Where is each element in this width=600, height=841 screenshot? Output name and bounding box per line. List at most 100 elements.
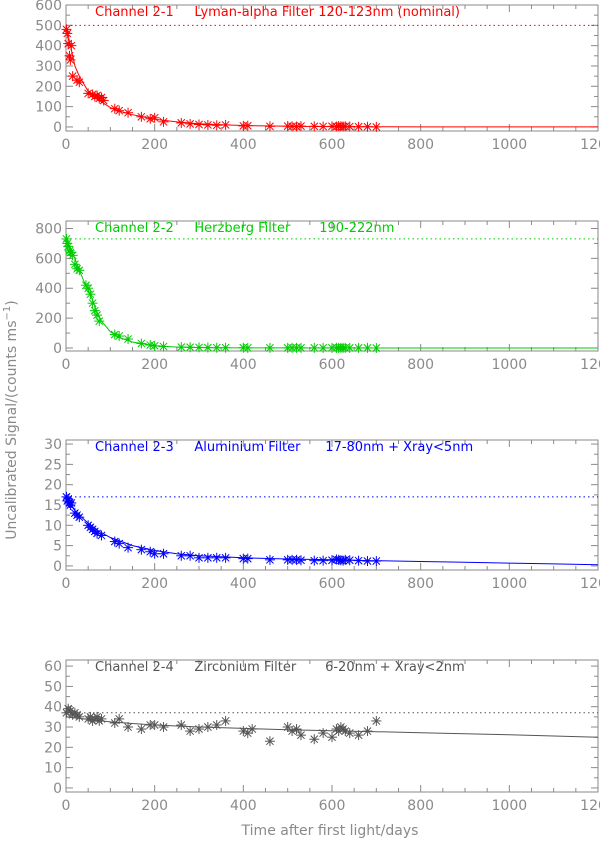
plot-frame — [65, 659, 599, 793]
y-tick-label: 5 — [53, 539, 62, 555]
data-point — [318, 555, 329, 566]
chart-panel-4: 0 200 400 600 800 1000 1200 0 10 20 30 40 50 60 Channe… — [44, 659, 600, 814]
y-tick-label: 10 — [44, 761, 62, 777]
data-point — [247, 724, 258, 735]
data-point — [114, 713, 125, 724]
data-point — [318, 121, 329, 132]
data-point — [158, 722, 169, 733]
y-axis-title-superscript: −1 — [2, 306, 13, 321]
data-point — [114, 105, 125, 116]
chart-panel-3: 0 200 400 600 800 1000 1200 0 5 10 15 20 25 30 Channel… — [44, 437, 600, 592]
data-point — [185, 550, 196, 561]
data-point — [318, 342, 329, 353]
x-tick-label: 0 — [62, 576, 71, 592]
x-tick-label: 200 — [141, 576, 168, 592]
y-tick-label: 0 — [53, 781, 62, 797]
y-tick-label: 50 — [44, 679, 62, 695]
data-point — [264, 121, 275, 132]
data-point — [66, 497, 77, 508]
data-point — [309, 342, 320, 353]
x-tick-label: 600 — [319, 357, 346, 373]
y-tick-label: 600 — [35, 251, 62, 267]
data-point — [185, 342, 196, 353]
y-tick-label: 30 — [44, 720, 62, 736]
y-tick-label: 15 — [44, 498, 62, 514]
data-point — [136, 338, 147, 349]
chart-panel-1: 0 200 400 600 800 1000 1200 0 100 200 300 400 500 600… — [35, 0, 600, 153]
y-tick-label: 100 — [35, 100, 62, 116]
data-point — [149, 112, 160, 123]
y-tick-label: 10 — [44, 518, 62, 534]
data-point — [149, 340, 160, 351]
data-point — [291, 724, 302, 735]
y-tick-label: 300 — [35, 59, 62, 75]
y-axis-title: Uncalibrated Signal/(counts ms−1) — [2, 300, 20, 539]
data-point — [264, 342, 275, 353]
y-tick-label: 600 — [35, 0, 62, 14]
x-tick-label: 200 — [141, 137, 168, 153]
data-point — [344, 342, 355, 353]
data-point — [66, 40, 77, 51]
fit-line — [65, 498, 599, 566]
x-axis-title: Time after first light/days — [241, 823, 419, 839]
x-tick-label: 600 — [319, 137, 346, 153]
x-tick-label: 600 — [319, 798, 346, 814]
data-point — [202, 119, 213, 130]
data-point — [96, 530, 107, 541]
data-point — [211, 120, 222, 131]
data-point — [74, 77, 85, 88]
data-point — [80, 280, 91, 291]
data-point — [194, 724, 204, 735]
data-point — [202, 342, 213, 353]
x-tick-label: 1000 — [492, 576, 528, 592]
data-point — [123, 107, 134, 118]
fit-line — [65, 25, 598, 128]
y-tick-label: 40 — [44, 700, 62, 716]
x-tick-label: 400 — [230, 357, 257, 373]
data-point — [149, 719, 160, 730]
x-tick-label: 1000 — [492, 137, 528, 153]
y-axis-title-close: ) — [4, 300, 20, 305]
y-tick-label: 60 — [44, 659, 62, 675]
data-point — [74, 711, 85, 722]
data-point — [194, 119, 204, 130]
x-tick-label: 200 — [141, 357, 168, 373]
data-point — [98, 95, 109, 106]
data-point — [96, 713, 107, 724]
data-point — [371, 715, 382, 726]
panel-title: Channel 2-4 Zirconium Filter 6-20nm + Xr… — [95, 660, 465, 675]
data-point — [371, 556, 382, 567]
data-point — [344, 728, 355, 739]
data-point — [242, 728, 253, 739]
data-point — [123, 334, 134, 345]
y-tick-label: 0 — [53, 120, 62, 136]
x-tick-label: 0 — [62, 798, 71, 814]
data-point — [194, 552, 204, 563]
y-tick-label: 400 — [35, 39, 62, 55]
x-tick-label: 1000 — [492, 357, 528, 373]
data-point — [74, 265, 85, 276]
data-point — [220, 552, 231, 563]
data-point — [353, 121, 364, 132]
data-point — [65, 54, 76, 65]
data-point — [362, 342, 373, 353]
data-point — [136, 724, 147, 735]
data-point — [136, 111, 147, 122]
x-tick-label: 400 — [230, 798, 257, 814]
data-point — [295, 555, 306, 566]
data-point — [211, 342, 222, 353]
x-tick-label: 400 — [230, 137, 257, 153]
data-point — [202, 722, 213, 733]
data-point — [318, 728, 329, 739]
y-tick-label: 500 — [35, 18, 62, 34]
y-tick-label: 800 — [35, 221, 62, 237]
data-point — [353, 730, 364, 741]
y-tick-label: 0 — [53, 559, 62, 575]
x-tick-label: 1200 — [580, 798, 600, 814]
data-point — [353, 342, 364, 353]
data-point — [344, 121, 355, 132]
x-tick-label: 0 — [62, 357, 71, 373]
chart-panel-2: 0 200 400 600 800 1000 1200 0 200 400 600 800 Channe… — [35, 220, 600, 373]
x-tick-label: 200 — [141, 798, 168, 814]
y-tick-label: 20 — [44, 740, 62, 756]
